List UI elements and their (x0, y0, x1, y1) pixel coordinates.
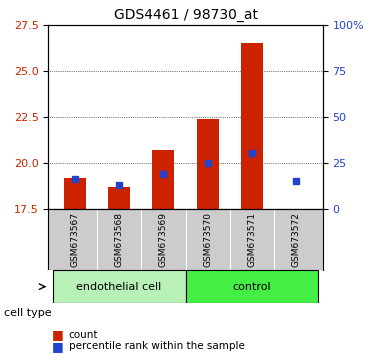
Bar (108, 187, 130, 209)
Text: GSM673567: GSM673567 (70, 212, 79, 267)
Text: GSM673568: GSM673568 (115, 212, 124, 267)
Text: GSM673569: GSM673569 (159, 212, 168, 267)
Bar (197, 119, 219, 209)
Text: cell type: cell type (4, 308, 51, 318)
Bar (64, 178, 86, 209)
Bar (186, 270, 318, 303)
Text: control: control (233, 282, 271, 292)
Text: GSM673570: GSM673570 (203, 212, 212, 267)
Text: GSM673572: GSM673572 (292, 212, 301, 267)
Text: count: count (69, 330, 98, 339)
Text: GSM673571: GSM673571 (247, 212, 256, 267)
Title: GDS4461 / 98730_at: GDS4461 / 98730_at (114, 8, 257, 22)
Text: ■: ■ (52, 340, 64, 353)
Bar (241, 43, 263, 209)
Bar (152, 150, 174, 209)
Bar (53, 270, 185, 303)
Text: ■: ■ (52, 328, 64, 341)
Text: endothelial cell: endothelial cell (76, 282, 162, 292)
Text: percentile rank within the sample: percentile rank within the sample (69, 341, 244, 351)
